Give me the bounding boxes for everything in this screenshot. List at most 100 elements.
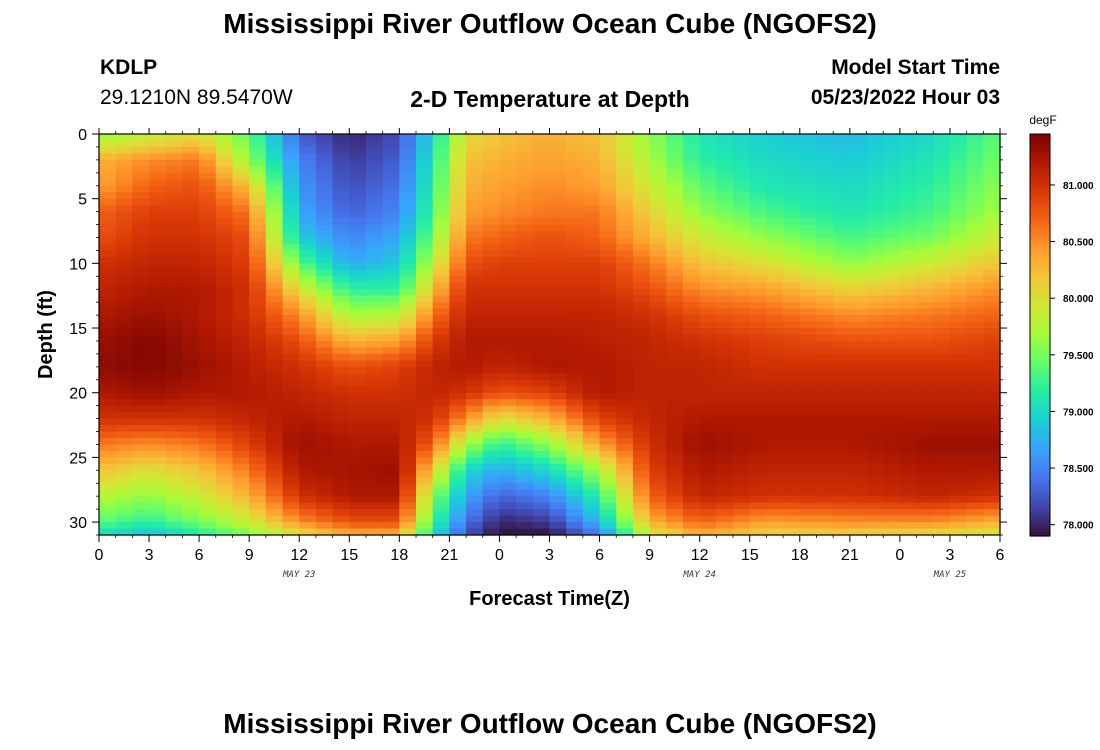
heatmap-cell	[382, 243, 400, 252]
heatmap-cell	[699, 282, 717, 290]
heatmap-cell	[532, 340, 551, 349]
heatmap-cell	[649, 179, 667, 187]
heatmap-cell	[866, 489, 884, 497]
heatmap-cell	[115, 308, 133, 316]
heatmap-cell	[682, 134, 701, 142]
heatmap-cell	[833, 444, 851, 452]
heatmap-cell	[849, 250, 868, 258]
heatmap-cell	[466, 218, 484, 226]
heatmap-cell	[899, 224, 918, 232]
heatmap-cell	[449, 172, 467, 180]
heatmap-cell	[482, 218, 501, 226]
heatmap-cell	[549, 140, 567, 148]
heatmap-cell	[816, 347, 834, 355]
heatmap-cell	[215, 134, 234, 142]
heatmap-cell	[883, 282, 901, 290]
heatmap-cell	[365, 437, 384, 446]
heatmap-cell	[649, 340, 667, 349]
heatmap-cell	[382, 140, 400, 148]
heatmap-cell	[616, 263, 634, 271]
heatmap-cell	[99, 276, 117, 284]
heatmap-cell	[265, 450, 284, 458]
heatmap-cell	[783, 134, 801, 142]
heatmap-cell	[149, 256, 167, 264]
heatmap-cell	[833, 282, 851, 290]
heatmap-cell	[265, 321, 284, 329]
heatmap-cell	[165, 295, 184, 303]
heatmap-cell	[616, 282, 634, 290]
heatmap-cell	[699, 444, 717, 452]
heatmap-cell	[249, 353, 267, 361]
heatmap-cell	[249, 282, 267, 290]
heatmap-cell	[499, 250, 517, 258]
colorbar-segment	[1030, 402, 1050, 406]
heatmap-cell	[232, 489, 250, 497]
heatmap-cell	[666, 308, 684, 316]
heatmap-cell	[799, 483, 818, 491]
heatmap-cell	[349, 437, 367, 446]
heatmap-cell	[265, 192, 284, 200]
colorbar-segment	[1030, 204, 1050, 209]
heatmap-cell	[249, 321, 267, 329]
heatmap-cell	[949, 379, 968, 387]
colorbar-segment	[1030, 134, 1050, 138]
heatmap-cell	[616, 224, 634, 232]
heatmap-cell	[282, 211, 300, 219]
heatmap-cell	[182, 159, 200, 167]
heatmap-cell	[416, 353, 434, 361]
heatmap-cell	[165, 334, 184, 342]
heatmap-cell	[816, 463, 834, 471]
heatmap-cell	[382, 425, 400, 433]
heatmap-cell	[549, 231, 567, 239]
heatmap-cell	[466, 347, 484, 355]
heatmap-cell	[682, 412, 701, 420]
heatmap-cell	[432, 515, 450, 523]
heatmap-cell	[449, 405, 467, 413]
heatmap-cell	[482, 392, 501, 400]
heatmap-cell	[349, 392, 367, 400]
heatmap-cell	[115, 321, 133, 329]
heatmap-cell	[516, 159, 534, 167]
heatmap-cell	[265, 276, 284, 284]
heatmap-cell	[899, 366, 918, 374]
heatmap-cell	[299, 250, 317, 258]
heatmap-cell	[199, 134, 217, 142]
heatmap-cell	[149, 431, 167, 439]
heatmap-cell	[582, 237, 601, 245]
heatmap-cell	[949, 328, 968, 336]
heatmap-cell	[249, 431, 267, 439]
heatmap-cell	[516, 457, 534, 465]
heatmap-cell	[99, 308, 117, 316]
heatmap-cell	[382, 489, 400, 497]
heatmap-cell	[482, 185, 501, 193]
heatmap-cell	[699, 334, 717, 342]
heatmap-cell	[866, 179, 884, 187]
heatmap-cell	[582, 256, 601, 264]
heatmap-cell	[399, 218, 417, 226]
colorbar-segment	[1030, 492, 1050, 497]
heatmap-cell	[966, 315, 984, 323]
heatmap-cell	[332, 172, 350, 180]
heatmap-cell	[716, 308, 734, 316]
heatmap-cell	[866, 295, 884, 303]
heatmap-cell	[582, 444, 601, 452]
heatmap-cell	[983, 211, 1001, 219]
heatmap-cell	[949, 386, 968, 394]
heatmap-cell	[165, 450, 184, 458]
heatmap-cell	[282, 366, 300, 374]
heatmap-cell	[766, 515, 784, 523]
heatmap-cell	[265, 373, 284, 381]
heatmap-cell	[616, 496, 634, 504]
heatmap-cell	[616, 489, 634, 497]
heatmap-cell	[749, 347, 768, 355]
heatmap-cell	[983, 360, 1001, 368]
heatmap-cell	[482, 243, 501, 252]
heatmap-cell	[416, 153, 434, 161]
heatmap-cell	[699, 179, 717, 187]
y-tick-label: 30	[69, 515, 87, 532]
heatmap-cell	[599, 515, 617, 523]
heatmap-cell	[899, 405, 918, 413]
colorbar-segment	[1030, 241, 1050, 246]
heatmap-cell	[833, 328, 851, 336]
heatmap-cell	[749, 515, 768, 523]
